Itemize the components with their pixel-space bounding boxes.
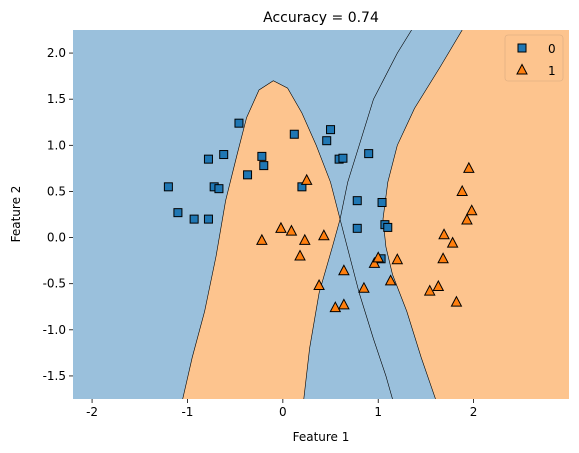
y-tick-label: 0.5: [47, 184, 66, 198]
data-point-class-1: [298, 233, 311, 245]
data-point-class-0: [338, 153, 348, 163]
y-tick-label: 1.5: [47, 92, 66, 106]
data-point-class-1: [438, 228, 450, 240]
data-point-class-1: [461, 213, 473, 225]
legend-label-0: 0: [548, 42, 556, 56]
legend-marker-0: [517, 43, 527, 53]
y-tick-label: -0.5: [43, 277, 66, 291]
decision-boundary-inner: [182, 80, 393, 399]
data-point-class-1: [285, 224, 298, 236]
decision-boundary-right-outer: [382, 30, 463, 399]
data-point-class-1: [368, 256, 381, 268]
data-point-class-1: [432, 279, 445, 291]
data-point-class-1: [463, 161, 475, 173]
data-point-class-0: [289, 129, 299, 139]
legend-marker-1: [516, 63, 528, 75]
chart-title: Accuracy = 0.74: [263, 10, 379, 26]
x-tick-label: -1: [181, 405, 193, 419]
data-point-class-0: [352, 223, 362, 233]
data-point-class-0: [203, 154, 213, 164]
data-point-class-1: [465, 204, 478, 216]
data-point-class-1: [300, 173, 313, 185]
data-point-class-0: [352, 196, 362, 206]
y-tick-label: 1.0: [47, 138, 66, 152]
data-point-class-1: [294, 249, 306, 261]
data-point-class-1: [446, 236, 459, 248]
data-point-class-1: [275, 221, 287, 233]
data-point-class-1: [338, 264, 350, 276]
data-point-class-0: [326, 125, 336, 135]
data-point-class-0: [259, 161, 269, 171]
decision-boundary-left-outer: [303, 30, 412, 399]
x-tick-label: 1: [374, 405, 382, 419]
y-tick-label: -1.0: [43, 323, 66, 337]
data-point-class-1: [450, 295, 463, 307]
y-tick-label: -1.5: [43, 369, 66, 383]
data-point-class-1: [256, 233, 268, 245]
x-axis-label: Feature 1: [293, 430, 350, 444]
data-point-class-1: [456, 184, 468, 196]
data-point-class-1: [329, 301, 342, 313]
data-point-class-0: [234, 118, 244, 128]
x-tick-label: 2: [470, 405, 478, 419]
x-tick-label: -2: [86, 405, 98, 419]
y-tick-label: 0.0: [47, 231, 66, 245]
axes: -2 -1 0 1 2 -1.5 -1.0 -0.5 0.0 0.5 1.0 1.5 2.0: [43, 46, 478, 419]
data-point-class-0: [173, 208, 183, 218]
data-point-class-1: [313, 278, 325, 291]
data-point-class-0: [189, 214, 199, 224]
data-point-class-0: [322, 136, 332, 146]
data-point-class-0: [257, 151, 267, 161]
data-point-class-1: [318, 229, 330, 241]
data-point-class-0: [297, 182, 307, 192]
data-point-class-0: [214, 184, 224, 194]
x-tick-label: 0: [279, 405, 287, 419]
data-point-class-1: [423, 284, 436, 296]
data-point-class-0: [219, 150, 229, 160]
data-point-class-1: [391, 253, 404, 265]
plot-area: [73, 30, 569, 399]
data-point-class-1: [358, 281, 370, 293]
data-point-class-1: [384, 274, 397, 286]
y-tick-label: 2.0: [47, 46, 66, 60]
data-point-class-0: [203, 214, 213, 224]
data-point-class-0: [364, 149, 374, 159]
legend-label-1: 1: [548, 64, 556, 78]
data-point-class-1: [372, 251, 385, 263]
data-point-class-0: [383, 222, 393, 232]
data-point-class-0: [163, 182, 173, 192]
data-point-class-0: [243, 170, 253, 180]
data-point-class-0: [377, 198, 387, 208]
data-point-class-1: [437, 252, 449, 264]
legend: 01: [504, 34, 564, 82]
y-axis-label: Feature 2: [9, 186, 23, 243]
data-point-class-1: [338, 298, 350, 310]
